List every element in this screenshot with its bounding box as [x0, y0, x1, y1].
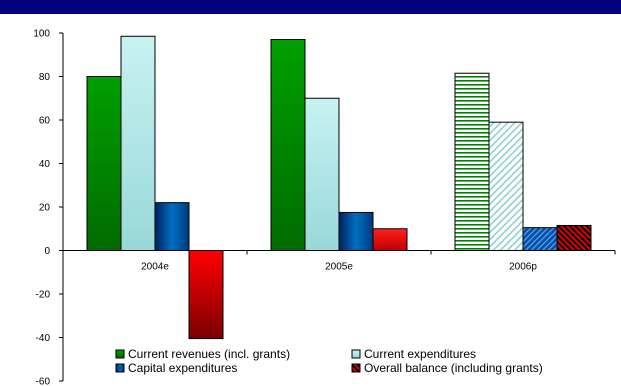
legend-label: Current revenues (incl. grants): [128, 347, 290, 361]
y-tick-label: -60: [36, 377, 51, 386]
bar-2005e-series-0: [270, 39, 306, 252]
bar-2005e-series-1: [304, 97, 340, 251]
y-tick-label: -40: [36, 333, 51, 344]
header-band: [0, 0, 621, 14]
legend-label: Current expenditures: [364, 347, 476, 361]
bar-2004e-series-3: [188, 250, 224, 340]
bar-2004e-series-0: [86, 76, 122, 251]
x-axis: 2004e 2005e 2006p: [62, 250, 616, 273]
legend-swatch: [115, 349, 125, 359]
y-tick-label: 60: [39, 116, 51, 127]
y-tick-label: 40: [39, 159, 51, 170]
y-tick-label: 100: [33, 29, 50, 40]
y-tick-label: 80: [39, 72, 51, 83]
legend-label: Overall balance (including grants): [364, 361, 543, 375]
legend: Current revenues (incl. grants) Current e…: [115, 347, 543, 375]
legend-swatch: [351, 363, 361, 373]
y-tick-label: 20: [39, 203, 51, 214]
y-tick-label: 0: [44, 246, 50, 257]
bar-2006p-series-0: [454, 72, 490, 251]
x-tick-label: 2006p: [509, 262, 537, 273]
legend-label: Capital expenditures: [128, 361, 237, 375]
bar-2004e-series-1: [120, 35, 156, 252]
x-tick-label: 2005e: [325, 262, 353, 273]
bar-2006p-series-1: [488, 121, 524, 251]
y-tick-label: -20: [36, 290, 51, 301]
bars: [86, 35, 592, 340]
legend-swatch: [351, 349, 361, 359]
x-tick-label: 2004e: [141, 262, 169, 273]
bar-2005e-series-3: [372, 228, 408, 251]
y-axis: 100 80 60 40 20 0 -20 -40 -60: [33, 29, 64, 386]
bar-2005e-series-2: [338, 211, 374, 251]
bar-2006p-series-2: [522, 227, 558, 252]
bar-2004e-series-2: [154, 202, 190, 251]
legend-swatch: [115, 363, 125, 373]
bar-2006p-series-3: [556, 224, 592, 252]
